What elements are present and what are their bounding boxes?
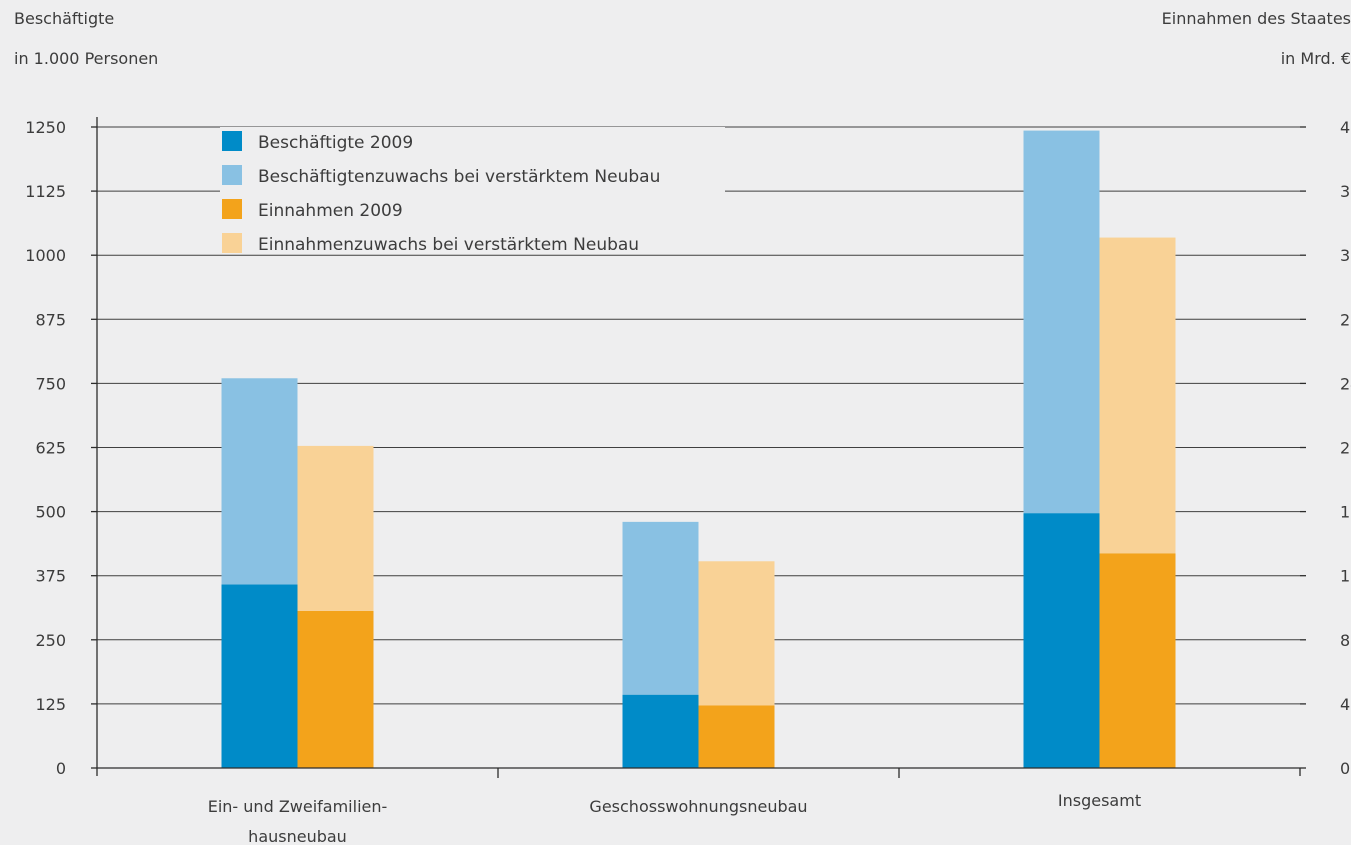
left-tick-label: 500 (35, 503, 66, 522)
bar (297, 610, 374, 768)
left-tick-label: 125 (35, 695, 66, 714)
bar (622, 694, 699, 768)
bar (221, 378, 298, 585)
category-labels: Ein- und Zweifamilien-hausneubau Geschoss… (208, 791, 1141, 845)
left-axis-title-line-1: Beschäftigte (14, 9, 114, 28)
right-tick-label: 24 (1340, 374, 1351, 393)
legend-swatch (222, 199, 242, 219)
bar (221, 584, 298, 768)
right-tick-label: 36 (1340, 182, 1351, 201)
legend-label: Beschäftigtenzuwachs bei verstärktem Neu… (258, 167, 660, 187)
left-tick-label: 750 (35, 374, 66, 393)
right-tick-label: 0 (1340, 759, 1350, 778)
bar (1023, 513, 1100, 768)
left-tick-label: 250 (35, 631, 66, 650)
legend-swatch (222, 165, 242, 185)
right-tick-label: 20 (1340, 439, 1351, 458)
left-tick-label: 1125 (25, 182, 66, 201)
bar (698, 705, 775, 768)
left-axis-title-line-2: in 1.000 Personen (14, 49, 158, 68)
legend-background (220, 127, 725, 252)
bar (1023, 130, 1100, 514)
right-axis-title-line-1: Einnahmen des Staates (1162, 9, 1351, 28)
legend: Beschäftigte 2009 Beschäftigtenzuwachs be… (220, 127, 725, 255)
right-tick-label: 4 (1340, 695, 1350, 714)
right-tick-label: 8 (1340, 631, 1350, 650)
left-tick-label: 875 (35, 310, 66, 329)
left-tick-label: 0 (56, 759, 66, 778)
right-axis-title-line-2: in Mrd. € (1281, 49, 1351, 68)
right-tick-label: 16 (1340, 503, 1351, 522)
left-tick-label: 1000 (25, 246, 66, 265)
category-label: Geschosswohnungsneubau (589, 797, 807, 816)
left-tick-label: 1250 (25, 118, 66, 137)
left-tick-label: 375 (35, 567, 66, 586)
bar (1099, 553, 1176, 768)
right-axis-ticks: 0 4 8 12 16 20 24 28 32 36 40 (1340, 118, 1351, 778)
legend-label: Beschäftigte 2009 (258, 133, 413, 153)
right-tick-label: 12 (1340, 567, 1351, 586)
bars (221, 130, 1176, 768)
category-label: Ein- und Zweifamilien- (208, 797, 388, 816)
bar (622, 521, 699, 695)
category-label: hausneubau (248, 827, 347, 845)
right-tick-label: 32 (1340, 246, 1351, 265)
legend-swatch (222, 131, 242, 151)
axes (91, 117, 1306, 778)
category-label: Insgesamt (1058, 791, 1141, 810)
legend-label: Einnahmenzuwachs bei verstärktem Neubau (258, 235, 639, 255)
right-tick-label: 40 (1340, 118, 1351, 137)
bar (297, 445, 374, 611)
legend-swatch (222, 233, 242, 253)
left-axis-ticks: 0 125 250 375 500 625 750 875 1000 1125 1250 (25, 118, 66, 778)
left-tick-label: 625 (35, 439, 66, 458)
right-tick-label: 28 (1340, 310, 1351, 329)
bar (1099, 237, 1176, 554)
bar (698, 561, 775, 706)
legend-label: Einnahmen 2009 (258, 201, 403, 221)
